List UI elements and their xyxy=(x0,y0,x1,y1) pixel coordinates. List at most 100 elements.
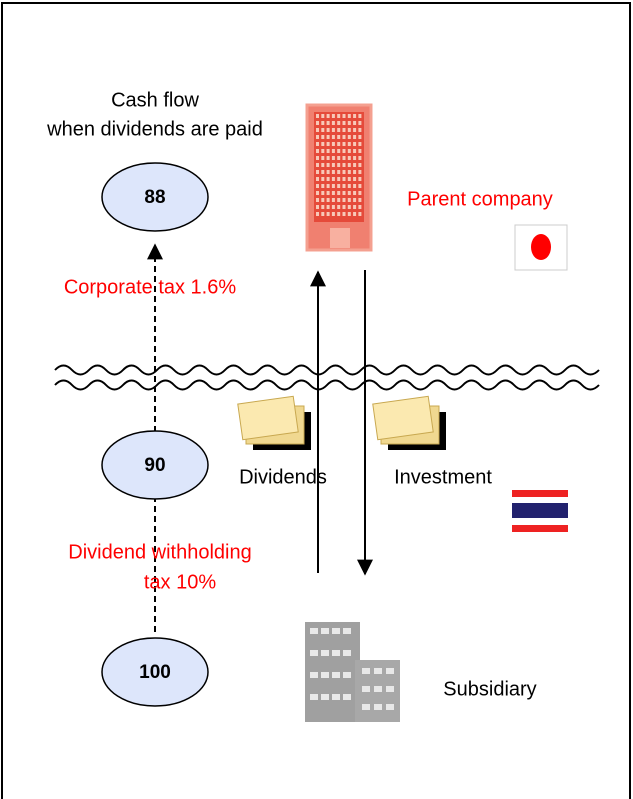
window xyxy=(353,191,357,195)
window xyxy=(358,198,362,202)
window xyxy=(386,668,394,674)
tax-label: Dividend withholding xyxy=(68,541,251,563)
window xyxy=(331,177,335,181)
window xyxy=(342,114,346,118)
window xyxy=(342,142,346,146)
window xyxy=(331,184,335,188)
window xyxy=(332,694,340,700)
window xyxy=(347,184,351,188)
window xyxy=(342,121,346,125)
window xyxy=(326,163,330,167)
window xyxy=(358,205,362,209)
envelope-icon xyxy=(372,395,446,450)
window xyxy=(316,149,319,153)
window xyxy=(316,212,319,216)
window xyxy=(321,121,325,125)
window xyxy=(321,628,329,634)
window xyxy=(316,177,319,181)
window xyxy=(337,114,341,118)
window xyxy=(386,686,394,692)
window xyxy=(326,121,330,125)
window xyxy=(386,704,394,710)
window xyxy=(337,184,341,188)
window xyxy=(332,628,340,634)
window xyxy=(358,121,362,125)
window xyxy=(326,114,330,118)
window xyxy=(321,114,325,118)
window xyxy=(310,694,318,700)
window xyxy=(358,191,362,195)
window xyxy=(342,163,346,167)
thai-flag xyxy=(512,490,568,532)
japan-flag xyxy=(514,224,568,271)
window xyxy=(358,135,362,139)
window xyxy=(326,198,330,202)
window xyxy=(326,128,330,132)
window xyxy=(347,156,351,160)
title-line: Cash flow xyxy=(111,89,199,111)
window xyxy=(353,142,357,146)
window xyxy=(331,149,335,153)
window xyxy=(331,121,335,125)
window xyxy=(342,128,346,132)
window xyxy=(347,191,351,195)
window xyxy=(337,156,341,160)
window xyxy=(321,694,329,700)
window xyxy=(342,212,346,216)
window xyxy=(326,184,330,188)
window xyxy=(347,142,351,146)
window xyxy=(326,142,330,146)
window xyxy=(321,205,325,209)
window xyxy=(342,191,346,195)
window xyxy=(343,628,351,634)
window xyxy=(374,704,382,710)
window xyxy=(331,191,335,195)
tax-label: tax 10% xyxy=(144,571,216,593)
window xyxy=(353,128,357,132)
window xyxy=(331,212,335,216)
window xyxy=(337,135,341,139)
window xyxy=(331,170,335,174)
window xyxy=(347,170,351,174)
window xyxy=(326,135,330,139)
window xyxy=(358,184,362,188)
window xyxy=(337,163,341,167)
window xyxy=(321,156,325,160)
window xyxy=(316,114,319,118)
window xyxy=(374,668,382,674)
window xyxy=(358,149,362,153)
window xyxy=(316,184,319,188)
window xyxy=(353,114,357,118)
window xyxy=(347,163,351,167)
window xyxy=(347,205,351,209)
window xyxy=(343,672,351,678)
border-wave xyxy=(54,364,600,376)
title-line: when dividends are paid xyxy=(46,118,263,140)
node xyxy=(101,637,209,707)
window xyxy=(316,191,319,195)
window xyxy=(310,672,318,678)
window xyxy=(332,672,340,678)
window xyxy=(331,142,335,146)
window xyxy=(353,184,357,188)
window xyxy=(353,156,357,160)
window xyxy=(326,177,330,181)
window xyxy=(326,191,330,195)
window xyxy=(321,650,329,656)
window xyxy=(331,163,335,167)
window xyxy=(337,212,341,216)
window xyxy=(342,205,346,209)
window xyxy=(331,128,335,132)
window xyxy=(316,135,319,139)
window xyxy=(353,121,357,125)
window xyxy=(362,668,370,674)
window xyxy=(337,128,341,132)
window xyxy=(342,198,346,202)
window xyxy=(362,704,370,710)
parent-label: Parent company xyxy=(407,188,553,210)
window xyxy=(358,156,362,160)
window xyxy=(347,198,351,202)
window xyxy=(342,135,346,139)
flow-label: Investment xyxy=(394,466,492,488)
